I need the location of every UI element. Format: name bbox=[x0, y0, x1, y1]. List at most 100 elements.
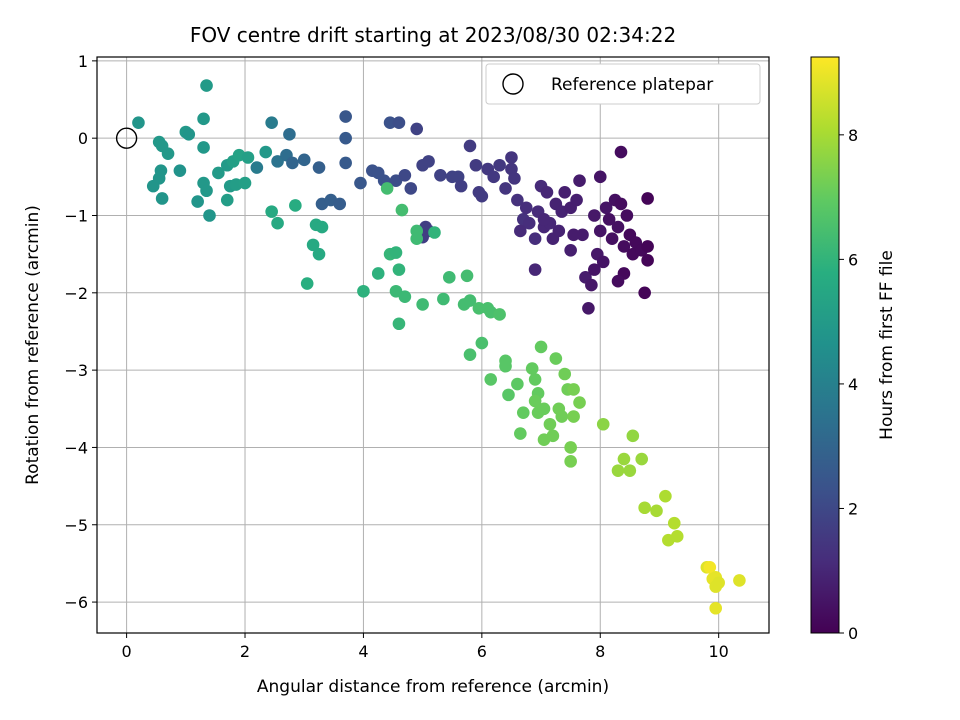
data-point bbox=[596, 417, 610, 431]
data-point bbox=[573, 174, 586, 188]
data-point bbox=[404, 182, 418, 195]
data-point bbox=[537, 402, 551, 416]
data-point bbox=[605, 232, 619, 245]
data-point bbox=[380, 182, 394, 195]
data-point bbox=[564, 455, 577, 468]
data-point bbox=[463, 294, 477, 307]
data-point bbox=[283, 128, 296, 141]
data-point bbox=[265, 116, 278, 130]
data-point bbox=[333, 197, 347, 211]
data-point bbox=[238, 176, 252, 190]
y-tick-label: −5 bbox=[64, 516, 88, 535]
chart-title: FOV centre drift starting at 2023/08/30 … bbox=[190, 23, 676, 47]
data-point bbox=[392, 263, 406, 276]
data-point bbox=[564, 441, 577, 454]
data-point bbox=[442, 271, 456, 284]
data-point bbox=[567, 228, 580, 242]
data-point bbox=[161, 147, 175, 160]
data-point bbox=[588, 263, 601, 276]
data-point bbox=[617, 240, 631, 253]
data-point bbox=[528, 373, 542, 386]
data-point bbox=[555, 410, 569, 423]
plot-frame bbox=[96, 56, 770, 634]
colorbar-tick-label: 6 bbox=[848, 250, 858, 269]
data-point bbox=[537, 213, 551, 226]
data-point bbox=[567, 383, 580, 396]
y-tick-label: 1 bbox=[78, 52, 88, 71]
data-point bbox=[197, 112, 210, 126]
data-point bbox=[132, 116, 145, 130]
data-point bbox=[546, 429, 560, 443]
y-tick-label: 0 bbox=[78, 129, 88, 148]
data-point bbox=[540, 186, 554, 199]
data-point bbox=[398, 290, 412, 303]
data-point bbox=[558, 367, 572, 381]
data-point bbox=[250, 161, 264, 174]
x-tick-label: 10 bbox=[708, 642, 728, 661]
data-point bbox=[487, 170, 500, 184]
data-point bbox=[638, 286, 651, 300]
data-point bbox=[428, 226, 441, 239]
data-point bbox=[182, 128, 196, 141]
data-point bbox=[306, 238, 320, 252]
data-point bbox=[472, 301, 486, 315]
data-point bbox=[703, 560, 717, 574]
data-point bbox=[670, 530, 684, 543]
data-point bbox=[641, 254, 654, 267]
y-tick-label: −4 bbox=[64, 438, 88, 457]
data-point bbox=[200, 184, 213, 198]
data-point bbox=[475, 189, 489, 203]
data-point bbox=[416, 298, 429, 311]
data-point bbox=[339, 156, 352, 170]
data-point bbox=[641, 240, 654, 253]
data-point bbox=[733, 574, 746, 587]
data-point bbox=[357, 284, 370, 298]
data-point bbox=[599, 201, 613, 215]
data-point bbox=[505, 151, 518, 164]
data-point bbox=[709, 601, 723, 615]
data-point bbox=[312, 247, 326, 261]
data-point bbox=[463, 348, 477, 361]
data-point bbox=[528, 263, 542, 276]
data-point bbox=[460, 269, 474, 283]
data-point bbox=[641, 192, 654, 205]
colorbar-tick-label: 2 bbox=[848, 499, 858, 518]
data-point bbox=[614, 197, 628, 211]
data-point bbox=[463, 139, 477, 153]
data-point bbox=[469, 158, 483, 172]
data-point bbox=[564, 243, 577, 257]
data-point bbox=[422, 155, 435, 168]
data-point bbox=[528, 394, 542, 408]
data-point bbox=[519, 201, 533, 215]
y-tick-label: −2 bbox=[64, 284, 88, 303]
data-point bbox=[410, 232, 424, 245]
x-axis-label: Angular distance from reference (arcmin) bbox=[257, 677, 609, 697]
data-point bbox=[197, 141, 210, 154]
data-point bbox=[635, 452, 649, 466]
colorbar-tick-label: 8 bbox=[848, 126, 858, 145]
data-point bbox=[434, 168, 447, 182]
y-tick-label: −1 bbox=[64, 206, 88, 225]
data-point bbox=[475, 336, 489, 350]
data-point bbox=[454, 179, 468, 193]
reference-marker bbox=[115, 127, 138, 149]
data-point bbox=[543, 417, 557, 431]
data-point bbox=[611, 274, 625, 288]
data-point bbox=[220, 193, 234, 207]
data-point bbox=[552, 224, 566, 238]
data-point bbox=[596, 255, 610, 269]
data-point bbox=[297, 153, 311, 167]
data-point bbox=[659, 489, 672, 503]
data-point bbox=[410, 122, 424, 136]
x-tick-label: 4 bbox=[358, 642, 368, 661]
data-point bbox=[573, 396, 586, 409]
data-point bbox=[339, 110, 352, 123]
colorbar-tick-label: 0 bbox=[848, 624, 858, 643]
data-point bbox=[614, 145, 628, 159]
x-tick-label: 8 bbox=[595, 642, 605, 661]
data-point bbox=[516, 406, 530, 419]
data-point bbox=[522, 216, 536, 230]
legend-label: Reference platepar bbox=[551, 75, 713, 95]
data-point bbox=[200, 79, 213, 92]
data-point bbox=[371, 267, 385, 280]
